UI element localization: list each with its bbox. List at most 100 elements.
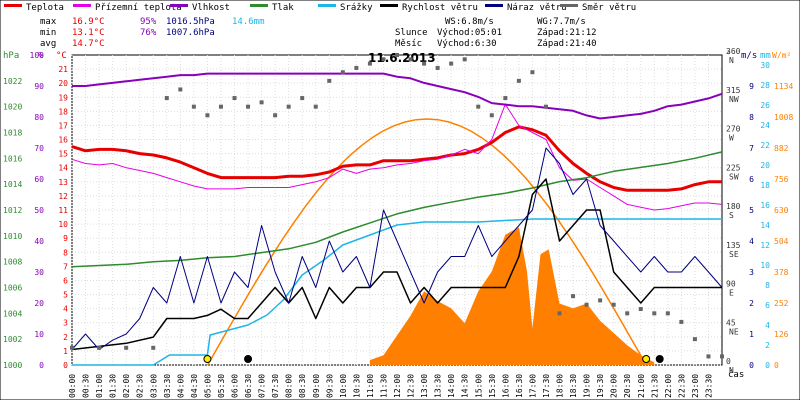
info-sun-rise: Východ:05:01 [437,28,502,38]
x-axis-label: čas [728,369,744,380]
mm-tick: 26 [760,101,770,110]
x-tick-label: 20:00 [610,374,619,398]
ms-tick: 9 [749,82,754,91]
wind-direction-point [178,87,183,92]
degc-tick: 5 [63,291,68,300]
x-tick-label: 12:00 [393,374,402,398]
x-tick-label: 15:30 [488,374,497,398]
degc-tick: 10 [58,220,68,229]
ms-unit: m/s [741,51,757,61]
hpa-tick: 1022 [3,77,22,86]
mm-tick: 12 [760,241,770,250]
series-rychlost-v-tru [71,178,722,351]
degc-tick: 21 [58,65,68,74]
deg-tick: 180 [726,202,741,211]
deg-dir: SW [729,172,739,181]
x-tick-label: 13:30 [434,374,443,398]
x-tick-label: 23:00 [691,374,700,398]
degc-tick: 14 [58,164,68,173]
x-tick-label: 10:00 [339,374,348,398]
degc-tick: 17 [58,121,68,130]
legend-label: Srážky [340,3,373,13]
wm2-tick: 630 [774,206,789,215]
degc-tick: 11 [58,206,68,215]
legend-swatch [318,4,336,7]
deg-tick: 225 [726,163,741,172]
wind-direction-point [340,70,345,75]
x-tick-label: 11:30 [379,374,388,398]
stats-label: min [40,28,56,38]
legend-label: Náraz větru [507,3,567,13]
legend-label: Přízemní teplota [95,3,182,13]
x-tick-label: 10:30 [352,374,361,398]
ms-tick: 7 [749,144,754,153]
wind-direction-point [462,57,467,62]
x-tick-label: 09:00 [312,374,321,398]
wind-direction-point [395,53,399,57]
legend-swatch [4,4,22,7]
x-tick-label: 01:00 [95,374,104,398]
wind-direction-point [543,104,548,109]
degc-unit: °C [56,51,67,61]
wind-direction-point [151,345,156,350]
wind-direction-point [476,104,481,109]
x-tick-label: 23:30 [704,374,713,398]
x-tick-label: 08:30 [298,374,307,398]
mm-tick: 10 [760,261,770,270]
hpa-tick: 1000 [3,361,22,370]
wind-direction-point [97,345,102,350]
degc-tick: 1 [63,347,68,356]
legend-swatch [73,4,91,7]
mm-tick: 6 [765,301,770,310]
stats-press: 1016.5hPa [166,17,215,27]
wm2-tick: 1008 [774,113,793,122]
pct-tick: 10 [34,330,44,339]
legend-swatch [485,4,503,7]
deg-tick: 315 [726,86,741,95]
degc-tick: 7 [63,262,68,271]
degc-tick: 4 [63,305,68,314]
hpa-tick: 1008 [3,258,22,267]
mm-tick: 24 [760,121,770,130]
wind-direction-point [327,78,332,83]
x-tick-label: 12:30 [407,374,416,398]
legend-label: Směr větru [582,3,636,13]
x-tick-label: 11:00 [366,374,375,398]
wind-direction-point [706,354,711,359]
stats-label: avg [40,39,56,49]
stats-temp: 13.1°C [72,28,105,38]
hpa-tick: 1010 [3,232,22,241]
x-tick-label: 21:00 [637,374,646,398]
ms-tick: 8 [749,113,754,122]
ms-tick: 0 [749,361,754,370]
hpa-tick: 1012 [3,206,22,215]
deg-tick: 270 [726,125,741,134]
x-tick-label: 18:00 [556,374,565,398]
hpa-tick: 1004 [3,309,22,318]
wind-direction-point [638,307,643,312]
x-tick-label: 22:30 [677,374,686,398]
ms-tick: 1 [749,330,754,339]
degc-tick: 9 [63,234,68,243]
series-vlhkost [72,72,723,120]
wind-direction-point [367,61,372,66]
ms-tick: 6 [749,175,754,184]
wind-direction-point [354,65,359,70]
stats-label: max [40,17,57,27]
wind-direction-point [164,96,169,101]
wm2-unit: W/m² [772,51,791,60]
wind-direction-point [313,104,318,109]
wind-direction-point [408,57,413,62]
wind-direction-point [449,61,454,66]
wind-direction-point [652,311,657,316]
x-tick-label: 19:00 [583,374,592,398]
legend-swatch [170,4,188,7]
wind-direction-point [422,61,427,66]
degc-tick: 16 [58,136,68,145]
wind-direction-point [273,113,278,118]
pct-tick: 20 [34,299,44,308]
sun-elevation-curve [207,118,647,366]
stats-rain: 14.6mm [232,17,265,27]
wind-direction-point [435,65,440,70]
